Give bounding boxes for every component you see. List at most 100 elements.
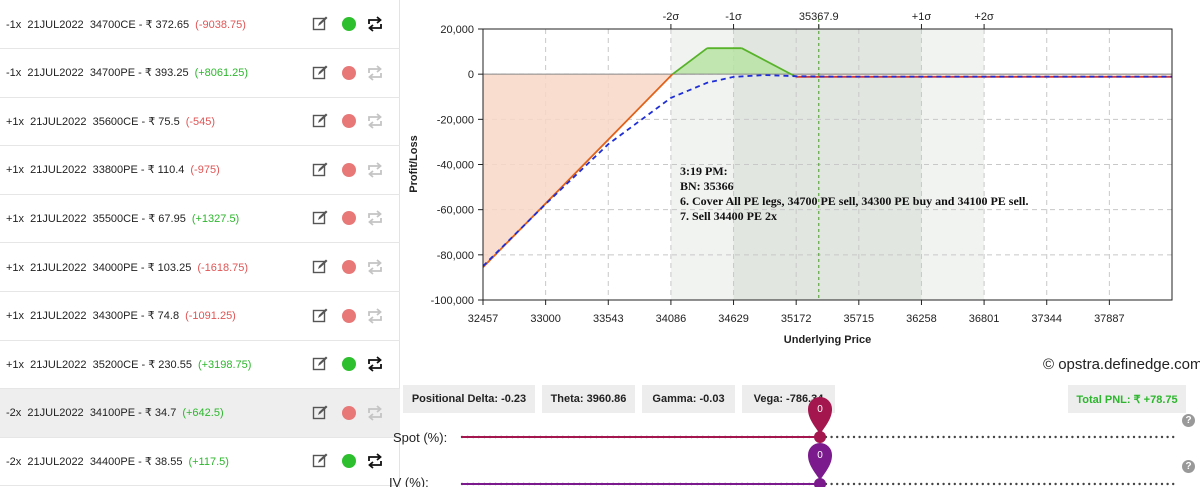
- leg-expiry: 21JUL2022: [30, 164, 87, 177]
- edit-icon[interactable]: [312, 162, 328, 178]
- swap-icon[interactable]: [366, 355, 384, 373]
- iv-slider-track-dot: [701, 482, 704, 486]
- iv-slider-track-dot: [679, 482, 682, 486]
- iv-slider-track-dot: [858, 482, 861, 486]
- chart-annotation-line: 6. Cover All PE legs, 34700 PE sell, 343…: [680, 194, 1028, 208]
- edit-icon[interactable]: [312, 259, 328, 275]
- edit-icon[interactable]: [312, 16, 328, 32]
- toggle-dot-icon[interactable]: [342, 162, 356, 177]
- iv-slider-track-dot: [942, 482, 945, 486]
- spot-slider-track-dot: [1093, 435, 1097, 439]
- x-tick-label: 35172: [781, 313, 812, 325]
- leg-row[interactable]: +1x 21JUL2022 35500CE - ₹ 67.95 (+1327.5): [0, 194, 400, 244]
- x-tick-label: 34086: [656, 313, 687, 325]
- spot-slider-track-dot: [640, 435, 643, 439]
- edit-icon[interactable]: [312, 356, 328, 372]
- edit-icon[interactable]: [312, 113, 328, 129]
- toggle-dot-icon[interactable]: [342, 454, 356, 469]
- iv-slider-track-dot: [539, 482, 542, 486]
- iv-slider-track-dot: [869, 482, 872, 486]
- iv-slider-track-dot: [987, 482, 990, 486]
- swap-icon[interactable]: [366, 452, 384, 470]
- swap-icon[interactable]: [366, 161, 384, 179]
- leg-row[interactable]: +1x 21JUL2022 35200CE - ₹ 230.55 (+3198.7…: [0, 340, 400, 390]
- toggle-dot-icon[interactable]: [342, 308, 356, 323]
- iv-slider-track-dot: [556, 482, 559, 486]
- leg-lots: +1x: [6, 358, 25, 371]
- spot-slider-track-dot: [987, 435, 990, 439]
- swap-icon[interactable]: [366, 404, 384, 422]
- iv-slider-track-dot: [483, 482, 486, 486]
- spot-slider-track-dot: [572, 435, 576, 439]
- iv-slider-track-dot: [1054, 482, 1057, 486]
- swap-icon[interactable]: [366, 258, 384, 276]
- edit-icon[interactable]: [312, 453, 328, 469]
- spot-help-icon[interactable]: ?: [1182, 414, 1195, 427]
- leg-row[interactable]: +1x 21JUL2022 34000PE - ₹ 103.25 (-1618.7…: [0, 243, 400, 292]
- iv-slider-track-dot: [623, 482, 626, 486]
- iv-slider-track-dot: [1015, 482, 1018, 486]
- toggle-dot-icon[interactable]: [342, 211, 356, 226]
- toggle-dot-icon[interactable]: [342, 405, 356, 420]
- iv-slider-track-dot: [763, 482, 766, 486]
- spot-slider-track-dot: [864, 435, 867, 439]
- edit-icon[interactable]: [312, 65, 328, 81]
- spot-slider-track-dot: [645, 435, 648, 439]
- delta-chip: Positional Delta: -0.23: [403, 385, 535, 413]
- swap-icon[interactable]: [366, 64, 384, 82]
- edit-icon[interactable]: [312, 308, 328, 324]
- leg-row[interactable]: -2x 21JUL2022 34100PE - ₹ 34.7 (+642.5): [0, 388, 400, 438]
- theta-chip: Theta: 3960.86: [542, 385, 635, 413]
- spot-slider-handle[interactable]: [814, 431, 826, 443]
- spot-slider-track-dot: [1048, 435, 1052, 439]
- leg-price: ₹ 74.8: [147, 310, 180, 323]
- y-tick-label: -40,000: [437, 160, 474, 172]
- spot-slider-track-dot: [858, 435, 861, 439]
- leg-row[interactable]: -1x 21JUL2022 34700PE - ₹ 393.25 (+8061.2…: [0, 49, 400, 98]
- toggle-dot-icon[interactable]: [342, 260, 356, 274]
- spot-slider-track-dot: [808, 435, 811, 439]
- iv-slider-track-dot: [808, 482, 811, 486]
- leg-pnl: (+3198.75): [197, 358, 252, 371]
- leg-strike: 34000PE: [92, 261, 138, 274]
- leg-lots: -1x: [6, 18, 22, 31]
- spot-slider-track-dot: [892, 435, 895, 439]
- toggle-dot-icon[interactable]: [342, 114, 356, 129]
- swap-icon[interactable]: [366, 307, 384, 325]
- swap-icon[interactable]: [366, 209, 384, 227]
- toggle-dot-icon[interactable]: [342, 357, 356, 372]
- iv-slider-track-dot: [1071, 482, 1074, 486]
- leg-row[interactable]: -2x 21JUL2022 34400PE - ₹ 38.55 (+117.5): [0, 437, 400, 487]
- iv-slider-track-dot: [1065, 482, 1069, 486]
- chart-annotation-line: 7. Sell 34400 PE 2x: [680, 209, 777, 223]
- y-tick-label: -60,000: [437, 205, 474, 217]
- toggle-dot-icon[interactable]: [342, 65, 356, 80]
- leg-row[interactable]: +1x 21JUL2022 33800PE - ₹ 110.4 (-975): [0, 146, 400, 195]
- swap-icon[interactable]: [366, 112, 384, 130]
- toggle-dot-icon[interactable]: [342, 17, 356, 31]
- iv-slider-track-dot: [925, 482, 928, 486]
- iv-slider-track-dot: [992, 482, 996, 486]
- spot-slider-track-dot: [1166, 435, 1169, 439]
- iv-slider-track-dot: [852, 482, 856, 486]
- spot-slider-track-dot: [841, 435, 844, 439]
- iv-slider-handle[interactable]: [814, 478, 826, 487]
- iv-slider-track-dot: [528, 482, 531, 486]
- iv-slider-track-dot: [628, 482, 632, 486]
- edit-icon[interactable]: [312, 405, 328, 421]
- edit-icon[interactable]: [312, 210, 328, 226]
- iv-slider-track-dot: [477, 482, 480, 486]
- leg-pnl: (-9038.75): [195, 18, 246, 31]
- spot-slider-track-dot: [724, 435, 727, 439]
- spot-slider-track-dot: [1082, 435, 1085, 439]
- leg-row[interactable]: -1x 21JUL2022 34700CE - ₹ 372.65 (-9038.7…: [0, 0, 400, 49]
- spot-slider-track-dot: [903, 435, 906, 439]
- iv-slider-track-dot: [1155, 482, 1158, 486]
- iv-help-icon[interactable]: ?: [1182, 460, 1195, 473]
- swap-icon[interactable]: [366, 15, 384, 33]
- iv-slider-track-dot: [612, 482, 615, 486]
- spot-slider-track-dot: [1037, 435, 1041, 439]
- leg-row[interactable]: +1x 21JUL2022 35600CE - ₹ 75.5 (-545): [0, 97, 400, 147]
- leg-row[interactable]: +1x 21JUL2022 34300PE - ₹ 74.8 (-1091.25): [0, 292, 400, 341]
- leg-strike: 34700CE: [89, 18, 136, 31]
